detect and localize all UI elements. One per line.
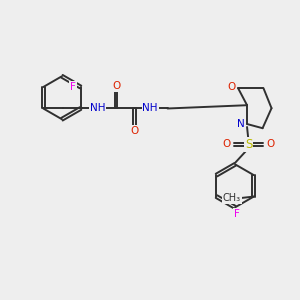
Text: O: O <box>227 82 236 92</box>
Text: F: F <box>70 82 76 92</box>
Text: N: N <box>237 119 245 129</box>
Text: O: O <box>112 81 120 91</box>
Text: O: O <box>222 139 230 149</box>
Text: NH: NH <box>142 103 158 113</box>
Text: O: O <box>267 139 275 149</box>
Text: O: O <box>130 126 139 136</box>
Text: CH₃: CH₃ <box>223 193 241 203</box>
Text: S: S <box>245 138 252 151</box>
Text: NH: NH <box>90 103 105 113</box>
Text: F: F <box>234 209 239 219</box>
